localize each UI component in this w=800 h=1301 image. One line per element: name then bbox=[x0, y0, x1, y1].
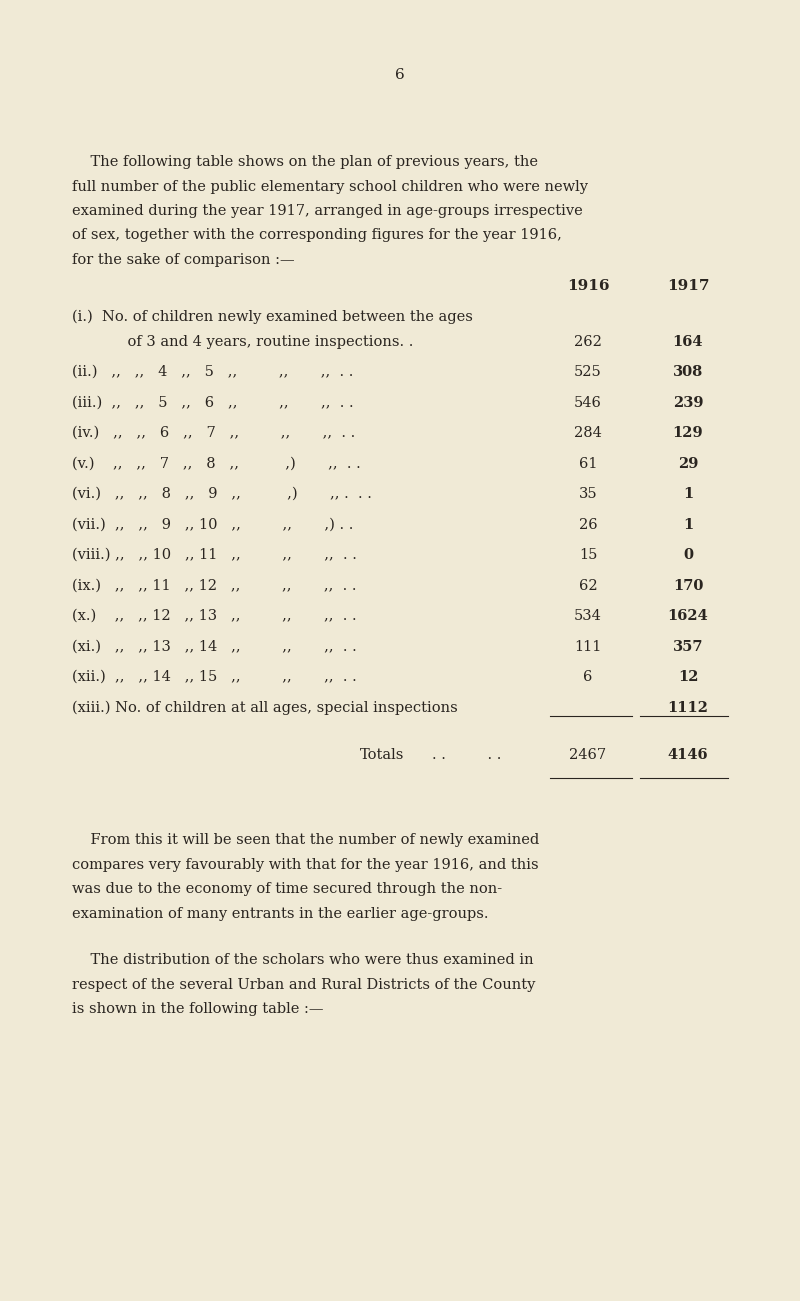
Text: (xii.)  ,,   ,, 14   ,, 15   ,,         ,,       ,,  . .: (xii.) ,, ,, 14 ,, 15 ,, ,, ,, . . bbox=[72, 670, 357, 684]
Text: 26: 26 bbox=[578, 518, 598, 532]
Text: The distribution of the scholars who were thus examined in: The distribution of the scholars who wer… bbox=[72, 954, 534, 967]
Text: respect of the several Urban and Rural Districts of the County: respect of the several Urban and Rural D… bbox=[72, 977, 535, 991]
Text: 534: 534 bbox=[574, 609, 602, 623]
Text: Totals: Totals bbox=[360, 748, 404, 762]
Text: 164: 164 bbox=[673, 334, 703, 349]
Text: examination of many entrants in the earlier age-groups.: examination of many entrants in the earl… bbox=[72, 907, 489, 921]
Text: 111: 111 bbox=[574, 640, 602, 653]
Text: 1916: 1916 bbox=[566, 280, 610, 294]
Text: 308: 308 bbox=[673, 366, 703, 379]
Text: of sex, together with the corresponding figures for the year 1916,: of sex, together with the corresponding … bbox=[72, 229, 562, 242]
Text: 239: 239 bbox=[673, 396, 703, 410]
Text: 1: 1 bbox=[683, 487, 693, 501]
Text: 29: 29 bbox=[678, 457, 698, 471]
Text: examined during the year 1917, arranged in age-groups irrespective: examined during the year 1917, arranged … bbox=[72, 204, 582, 219]
Text: 6: 6 bbox=[583, 670, 593, 684]
Text: 525: 525 bbox=[574, 366, 602, 379]
Text: 129: 129 bbox=[673, 425, 703, 440]
Text: of 3 and 4 years, routine inspections. .: of 3 and 4 years, routine inspections. . bbox=[72, 334, 414, 349]
Text: 35: 35 bbox=[578, 487, 598, 501]
Text: (x.)    ,,   ,, 12   ,, 13   ,,         ,,       ,,  . .: (x.) ,, ,, 12 ,, 13 ,, ,, ,, . . bbox=[72, 609, 357, 623]
Text: (xi.)   ,,   ,, 13   ,, 14   ,,         ,,       ,,  . .: (xi.) ,, ,, 13 ,, 14 ,, ,, ,, . . bbox=[72, 640, 357, 653]
Text: for the sake of comparison :—: for the sake of comparison :— bbox=[72, 252, 294, 267]
Text: (iv.)   ,,   ,,   6   ,,   7   ,,         ,,       ,,  . .: (iv.) ,, ,, 6 ,, 7 ,, ,, ,, . . bbox=[72, 425, 355, 440]
Text: The following table shows on the plan of previous years, the: The following table shows on the plan of… bbox=[72, 155, 538, 169]
Text: 1917: 1917 bbox=[666, 280, 710, 294]
Text: (xiii.) No. of children at all ages, special inspections: (xiii.) No. of children at all ages, spe… bbox=[72, 700, 458, 716]
Text: 61: 61 bbox=[578, 457, 598, 471]
Text: is shown in the following table :—: is shown in the following table :— bbox=[72, 1002, 323, 1016]
Text: 284: 284 bbox=[574, 425, 602, 440]
Text: (vii.)  ,,   ,,   9   ,, 10   ,,         ,,       ,) . .: (vii.) ,, ,, 9 ,, 10 ,, ,, ,) . . bbox=[72, 518, 354, 532]
Text: From this it will be seen that the number of newly examined: From this it will be seen that the numbe… bbox=[72, 833, 539, 847]
Text: 6: 6 bbox=[395, 68, 405, 82]
Text: 1: 1 bbox=[683, 518, 693, 532]
Text: 4146: 4146 bbox=[668, 748, 708, 762]
Text: (vi.)   ,,   ,,   8   ,,   9   ,,          ,)       ,, .  . .: (vi.) ,, ,, 8 ,, 9 ,, ,) ,, . . . bbox=[72, 487, 372, 501]
Text: (ii.)   ,,   ,,   4   ,,   5   ,,         ,,       ,,  . .: (ii.) ,, ,, 4 ,, 5 ,, ,, ,, . . bbox=[72, 366, 354, 379]
Text: (ix.)   ,,   ,, 11   ,, 12   ,,         ,,       ,,  . .: (ix.) ,, ,, 11 ,, 12 ,, ,, ,, . . bbox=[72, 579, 357, 592]
Text: 62: 62 bbox=[578, 579, 598, 592]
Text: full number of the public elementary school children who were newly: full number of the public elementary sch… bbox=[72, 180, 588, 194]
Text: . .         . .: . . . . bbox=[432, 748, 502, 762]
Text: 546: 546 bbox=[574, 396, 602, 410]
Text: (viii.) ,,   ,, 10   ,, 11   ,,         ,,       ,,  . .: (viii.) ,, ,, 10 ,, 11 ,, ,, ,, . . bbox=[72, 548, 357, 562]
Text: 357: 357 bbox=[673, 640, 703, 653]
Text: 0: 0 bbox=[683, 548, 693, 562]
Text: 12: 12 bbox=[678, 670, 698, 684]
Text: 1112: 1112 bbox=[667, 700, 709, 714]
Text: 170: 170 bbox=[673, 579, 703, 592]
Text: compares very favourably with that for the year 1916, and this: compares very favourably with that for t… bbox=[72, 857, 538, 872]
Text: 2467: 2467 bbox=[570, 748, 606, 762]
Text: (v.)    ,,   ,,   7   ,,   8   ,,          ,)       ,,  . .: (v.) ,, ,, 7 ,, 8 ,, ,) ,, . . bbox=[72, 457, 361, 471]
Text: was due to the economy of time secured through the non-: was due to the economy of time secured t… bbox=[72, 882, 502, 896]
Text: 15: 15 bbox=[579, 548, 597, 562]
Text: (i.)  No. of children newly examined between the ages: (i.) No. of children newly examined betw… bbox=[72, 310, 473, 324]
Text: (iii.)  ,,   ,,   5   ,,   6   ,,         ,,       ,,  . .: (iii.) ,, ,, 5 ,, 6 ,, ,, ,, . . bbox=[72, 396, 354, 410]
Text: 1624: 1624 bbox=[668, 609, 708, 623]
Text: 262: 262 bbox=[574, 334, 602, 349]
